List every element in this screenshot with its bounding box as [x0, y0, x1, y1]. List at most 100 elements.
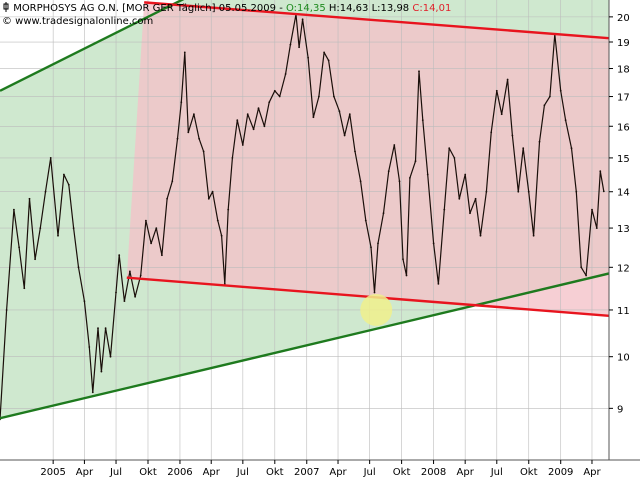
- x-tick-label: 2005: [40, 467, 65, 478]
- price-point: [246, 113, 249, 116]
- price-point: [312, 116, 315, 119]
- price-point: [193, 113, 195, 116]
- price-point: [373, 291, 376, 294]
- price-point: [67, 183, 70, 186]
- x-tick-label: 2007: [294, 467, 319, 478]
- trendline-0: [0, 0, 185, 92]
- price-point: [364, 219, 367, 222]
- x-tick-label: 2009: [548, 467, 573, 478]
- x-tick-label: Apr: [329, 467, 347, 478]
- price-point: [284, 73, 287, 75]
- price-point: [18, 246, 20, 249]
- price-point: [398, 180, 401, 183]
- price-point: [564, 119, 567, 122]
- price-point: [458, 197, 461, 200]
- price-point: [63, 173, 65, 176]
- price-point: [145, 219, 147, 222]
- price-point: [409, 177, 411, 179]
- price-point: [231, 157, 234, 159]
- price-point: [517, 190, 520, 193]
- price-point: [100, 370, 103, 373]
- price-point: [227, 208, 230, 211]
- price-point: [72, 227, 75, 230]
- price-point: [139, 274, 142, 277]
- y-tick-label: 14: [617, 188, 630, 199]
- price-point: [57, 234, 59, 237]
- price-point: [23, 287, 26, 290]
- price-point: [268, 101, 271, 104]
- price-point: [220, 234, 223, 237]
- price-point: [575, 190, 578, 193]
- price-point: [278, 95, 281, 98]
- price-point: [570, 147, 573, 150]
- price-point: [474, 197, 477, 200]
- x-tick-label: Okt: [393, 467, 411, 478]
- price-point: [585, 274, 587, 277]
- quote-date: 05.05.2009: [218, 3, 276, 14]
- price-point: [202, 150, 205, 153]
- y-tick-label: 15: [617, 154, 630, 165]
- price-point: [39, 227, 42, 230]
- price-point: [166, 197, 169, 200]
- price-point: [506, 78, 509, 81]
- price-point: [559, 89, 562, 92]
- y-tick-label: 11: [617, 306, 630, 317]
- x-tick-label: Okt: [139, 467, 157, 478]
- y-tick-label: 17: [617, 93, 630, 104]
- price-point: [543, 104, 546, 107]
- price-point: [532, 234, 535, 237]
- price-point: [602, 190, 605, 193]
- trendline-1: [0, 272, 609, 420]
- price-point: [327, 59, 330, 62]
- price-point: [236, 119, 239, 122]
- price-point: [393, 144, 396, 146]
- price-point: [176, 137, 179, 140]
- price-point: [289, 43, 292, 46]
- header-separator: -: [279, 3, 283, 14]
- price-point: [333, 95, 335, 98]
- price-point: [549, 95, 551, 98]
- price-point: [83, 300, 86, 302]
- y-tick-label: 10: [617, 353, 630, 364]
- price-point: [104, 327, 107, 329]
- y-tick-label: 18: [617, 65, 630, 76]
- price-point: [155, 227, 158, 230]
- x-tick-label: Jul: [490, 467, 503, 478]
- price-point: [348, 113, 351, 116]
- channel-region-1: [126, 2, 609, 316]
- y-tick-label: 13: [617, 224, 630, 235]
- chart-icon: [2, 2, 10, 12]
- price-point: [538, 140, 541, 143]
- price-point: [359, 180, 362, 183]
- price-point: [187, 131, 190, 134]
- copyright-notice: © www.tradesignalonline.com: [2, 16, 154, 27]
- x-tick-label: Jul: [236, 467, 249, 478]
- chart-header: MORPHOSYS AG O.N. [MOR GER Täglich] 05.0…: [2, 2, 451, 15]
- price-point: [595, 227, 598, 230]
- price-point: [414, 160, 417, 163]
- instrument-name: MORPHOSYS AG O.N. [MOR GER Täglich]: [13, 3, 216, 14]
- price-point: [599, 170, 602, 173]
- price-point: [354, 150, 356, 153]
- price-point: [34, 258, 36, 261]
- price-point: [432, 242, 435, 245]
- price-point: [437, 283, 440, 285]
- price-point: [377, 242, 379, 245]
- price-point: [426, 173, 429, 176]
- x-tick-label: Apr: [76, 467, 94, 478]
- price-point: [387, 170, 390, 173]
- price-point: [252, 128, 255, 131]
- price-point: [97, 327, 99, 329]
- y-tick-label: 20: [617, 13, 630, 24]
- price-point: [511, 134, 514, 137]
- x-tick-label: Okt: [266, 467, 284, 478]
- price-point: [180, 101, 183, 104]
- price-point: [580, 266, 583, 269]
- open-value: O:14,35: [285, 3, 326, 14]
- price-point: [370, 246, 372, 249]
- price-point: [500, 113, 503, 116]
- x-tick-label: Okt: [520, 467, 538, 478]
- price-point: [88, 346, 91, 348]
- price-point: [301, 18, 304, 21]
